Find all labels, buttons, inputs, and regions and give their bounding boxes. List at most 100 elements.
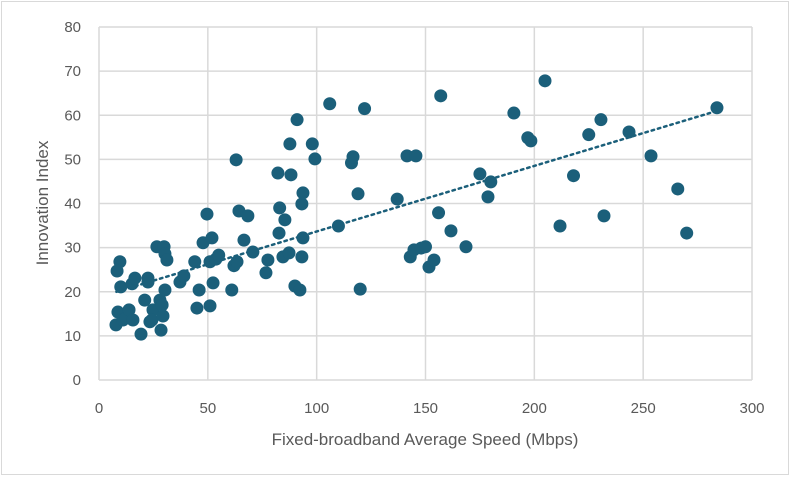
data-point <box>190 301 204 315</box>
data-point <box>553 219 567 233</box>
data-point <box>434 89 448 103</box>
data-point <box>110 264 124 278</box>
data-point <box>283 137 297 151</box>
data-point <box>444 224 458 238</box>
data-point <box>296 231 310 245</box>
data-point <box>346 150 360 164</box>
data-point <box>271 166 285 180</box>
data-point <box>206 276 220 290</box>
x-tick-label: 50 <box>199 400 216 417</box>
data-point <box>331 219 345 233</box>
data-point <box>188 255 202 269</box>
data-point <box>567 169 581 183</box>
y-tick-label: 70 <box>64 63 81 80</box>
data-point <box>192 283 206 297</box>
data-point <box>484 175 498 189</box>
data-point <box>459 240 473 254</box>
data-point <box>200 207 214 221</box>
x-tick-label: 100 <box>304 400 329 417</box>
data-point <box>622 125 636 139</box>
data-point <box>295 197 309 211</box>
data-point <box>671 182 685 196</box>
x-tick-label: 300 <box>739 400 764 417</box>
y-tick-label: 60 <box>64 107 81 124</box>
data-point <box>259 266 273 280</box>
data-point <box>114 280 128 294</box>
data-point <box>597 209 611 223</box>
data-point <box>272 226 286 240</box>
data-point <box>594 113 608 127</box>
data-point <box>160 253 174 267</box>
data-point <box>241 209 255 223</box>
y-tick-label: 30 <box>64 240 81 257</box>
data-point <box>409 149 423 163</box>
data-point <box>481 190 495 204</box>
data-point <box>246 245 260 259</box>
data-point <box>126 313 140 327</box>
data-point <box>507 106 521 120</box>
data-point <box>293 283 307 297</box>
data-point <box>305 137 319 151</box>
data-point <box>145 313 159 327</box>
data-point <box>644 149 658 163</box>
data-point <box>538 74 552 88</box>
data-point <box>323 97 337 111</box>
x-tick-label: 200 <box>522 400 547 417</box>
data-point <box>432 206 446 220</box>
y-tick-label: 0 <box>73 372 81 389</box>
data-point <box>390 192 404 206</box>
data-point <box>358 102 372 116</box>
data-point <box>205 231 219 245</box>
y-axis-label: Innovation Index <box>33 140 52 265</box>
data-point <box>212 248 226 262</box>
x-tick-label: 250 <box>631 400 656 417</box>
points-group <box>109 74 724 341</box>
data-point <box>203 299 217 313</box>
data-point <box>122 303 136 317</box>
data-point <box>284 168 298 182</box>
y-tick-label: 80 <box>64 19 81 36</box>
data-point <box>225 283 239 297</box>
y-tick-label: 40 <box>64 196 81 213</box>
data-point <box>427 253 441 267</box>
data-point <box>524 134 538 148</box>
data-point <box>295 250 309 264</box>
data-point <box>400 149 414 163</box>
y-tick-label: 20 <box>64 284 81 301</box>
x-axis-label: Fixed-broadband Average Speed (Mbps) <box>272 430 579 449</box>
data-point <box>680 226 694 240</box>
data-point <box>128 271 142 285</box>
data-point <box>296 186 310 200</box>
data-point <box>261 253 275 267</box>
data-point <box>273 201 287 215</box>
data-point <box>154 323 168 337</box>
data-point <box>155 298 169 312</box>
x-tick-label: 150 <box>413 400 438 417</box>
y-tick-label: 10 <box>64 328 81 345</box>
data-point <box>278 213 292 227</box>
data-point <box>156 309 170 323</box>
data-point <box>230 255 244 269</box>
data-point <box>138 293 152 307</box>
data-point <box>710 101 724 115</box>
data-point <box>351 187 365 201</box>
data-point <box>229 153 243 167</box>
data-point <box>158 283 172 297</box>
data-point <box>308 152 322 166</box>
data-point <box>141 275 155 289</box>
data-point <box>353 282 367 296</box>
data-point <box>582 128 596 142</box>
data-point <box>282 246 296 260</box>
data-point <box>134 327 148 341</box>
data-point <box>473 167 487 181</box>
tick-labels: 0 10 20 30 40 50 60 70 80 0 50 100 150 200 250 300 <box>64 19 764 417</box>
gridlines <box>98 26 753 381</box>
data-point <box>237 233 251 247</box>
data-point <box>419 240 432 254</box>
data-point <box>177 269 191 283</box>
y-tick-label: 50 <box>64 151 81 168</box>
x-tick-label: 0 <box>95 400 103 417</box>
data-point <box>290 113 304 127</box>
